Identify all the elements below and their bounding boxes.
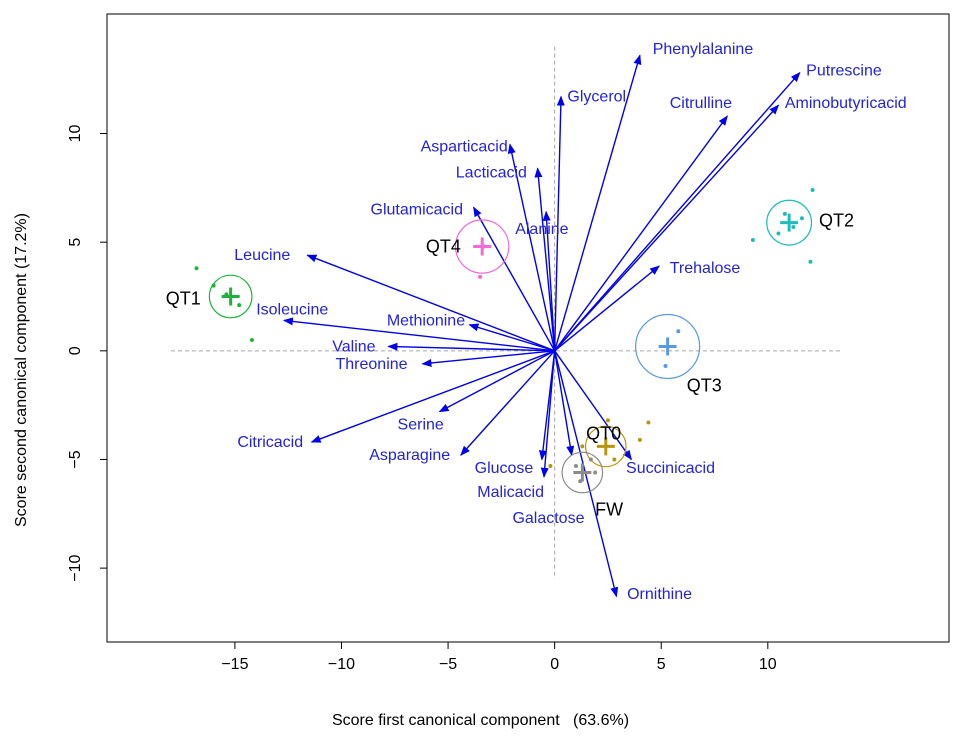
y-tick-label: 0 <box>67 346 84 355</box>
vector-label-methionine: Methionine <box>387 312 465 329</box>
group-label-qt3: QT3 <box>687 376 722 396</box>
point-qt0 <box>605 418 610 423</box>
point-qt1 <box>194 266 199 271</box>
vector-arrow-trehalose <box>554 265 660 352</box>
point-fw <box>573 463 578 468</box>
point-qt1 <box>237 303 242 308</box>
vector-label-citrulline: Citrulline <box>670 95 732 112</box>
vector-arrow-aminobutyricacid <box>554 104 780 352</box>
vector-label-ornithine: Ornithine <box>627 586 692 603</box>
y-tick-label: −5 <box>67 450 84 468</box>
vector-arrow-isoleucine <box>282 317 555 352</box>
point-qt2 <box>810 188 815 193</box>
x-tick-label: 10 <box>759 656 777 673</box>
vector-arrow-threonine <box>421 350 555 367</box>
plot-frame <box>106 13 950 643</box>
point-qt2 <box>750 237 755 242</box>
point-fw <box>593 470 598 475</box>
vector-arrow-malicacid <box>540 350 556 478</box>
vector-arrow-methionine <box>468 323 555 352</box>
vector-arrow-valine <box>387 342 555 352</box>
point-qt0 <box>612 457 617 462</box>
vector-arrow-alanine <box>542 210 556 351</box>
vector-label-malicacid: Malicacid <box>477 484 544 501</box>
point-qt1 <box>249 337 254 342</box>
vector-arrow-glycerol <box>553 95 565 351</box>
group-label-fw: FW <box>595 499 623 519</box>
point-fw <box>588 457 593 462</box>
vector-label-isoleucine: Isoleucine <box>256 302 328 319</box>
vector-label-serine: Serine <box>398 417 444 434</box>
vector-label-alanine: Alanine <box>515 221 568 238</box>
y-tick-label: 5 <box>67 238 84 247</box>
vector-arrow-serine <box>438 350 555 413</box>
point-qt3 <box>676 329 681 334</box>
x-tick-label: −5 <box>439 656 457 673</box>
vector-label-aminobutyricacid: Aminobutyricacid <box>785 95 907 112</box>
vector-label-citricacid: Citricacid <box>237 434 303 451</box>
vector-label-phenylalanine: Phenylalanine <box>653 41 754 58</box>
vector-label-valine: Valine <box>332 338 375 355</box>
vector-arrow-citrulline <box>554 115 728 352</box>
vector-arrow-asparticacid <box>507 143 556 351</box>
point-qt2 <box>808 259 813 264</box>
x-tick-label: 0 <box>550 656 559 673</box>
confidence-circle-qt0 <box>584 425 627 468</box>
x-tick-label: 5 <box>657 656 666 673</box>
vector-arrow-citricacid <box>310 350 555 443</box>
point-qt3 <box>663 364 668 369</box>
point-qt0 <box>646 420 651 425</box>
vector-label-succinicacid: Succinicacid <box>626 460 715 477</box>
vector-label-trehalose: Trehalose <box>670 260 741 277</box>
vector-label-galactose: Galactose <box>512 510 584 527</box>
vector-label-glycerol: Glycerol <box>567 89 626 106</box>
vector-arrow-asparagine <box>460 350 556 456</box>
confidence-circle-qt4 <box>454 219 510 274</box>
point-qt2 <box>776 231 781 236</box>
vector-arrow-glutamicacid <box>473 206 556 352</box>
group-label-qt0: QT0 <box>586 423 621 443</box>
group-label-qt4: QT4 <box>426 237 461 257</box>
point-qt4 <box>478 274 483 279</box>
vector-arrow-phenylalanine <box>553 54 642 352</box>
vector-label-putrescine: Putrescine <box>806 62 882 79</box>
point-qt0 <box>548 463 553 468</box>
x-tick-label: −10 <box>328 656 355 673</box>
confidence-circle-qt2 <box>766 199 813 246</box>
point-qt0 <box>580 444 585 449</box>
vector-label-leucine: Leucine <box>234 247 290 264</box>
y-tick-label: 10 <box>67 125 84 143</box>
confidence-circle-qt3 <box>635 313 701 380</box>
x-tick-label: −15 <box>221 656 248 673</box>
vector-arrow-galactose <box>553 350 575 457</box>
vector-arrow-leucine <box>306 254 555 352</box>
vector-label-glutamicacid: Glutamicacid <box>371 202 463 219</box>
point-qt2 <box>791 224 796 229</box>
point-qt2 <box>799 216 804 221</box>
confidence-circle-qt1 <box>208 274 253 319</box>
y-tick-label: −10 <box>67 554 84 581</box>
vector-arrow-lacticacid <box>534 167 556 351</box>
vector-label-threonine: Threonine <box>336 356 408 373</box>
confidence-circle-fw <box>561 451 604 494</box>
vector-arrow-putrescine <box>554 71 801 352</box>
y-axis-label: Score second canonical component (17.2%) <box>13 213 30 527</box>
point-qt0 <box>637 437 642 442</box>
vector-arrow-succinicacid <box>554 350 632 461</box>
x-axis-label: Score first canonical component (63.6%) <box>331 712 630 729</box>
vector-label-lacticacid: Lacticacid <box>456 165 527 182</box>
point-qt2 <box>782 211 787 216</box>
vector-label-asparticacid: Asparticacid <box>421 139 508 156</box>
group-label-qt2: QT2 <box>819 210 854 230</box>
vector-label-asparagine: Asparagine <box>369 447 450 464</box>
vector-label-glucose: Glucose <box>475 460 534 477</box>
group-label-qt1: QT1 <box>166 289 201 309</box>
